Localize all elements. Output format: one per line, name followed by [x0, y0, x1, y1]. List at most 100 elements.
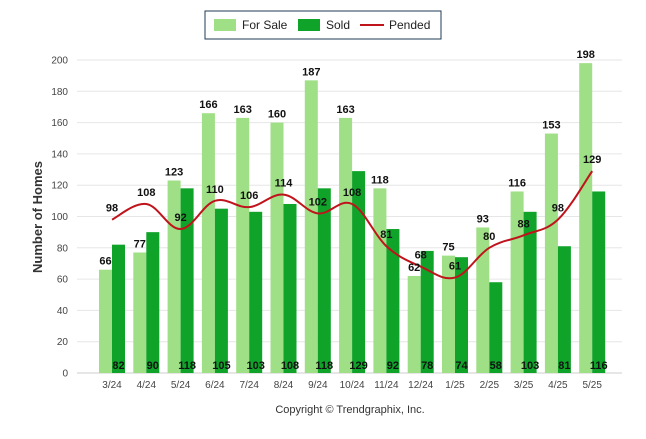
- for-sale-bar: [407, 275, 421, 373]
- x-tick-label: 2/25: [480, 380, 500, 391]
- legend-box: [204, 10, 442, 40]
- x-tick-label: 10/24: [340, 380, 365, 391]
- y-tick-label: 0: [62, 369, 68, 380]
- for-sale-value-label: 166: [199, 99, 217, 111]
- for-sale-value-label: 163: [234, 104, 252, 116]
- for-sale-value-label: 93: [477, 213, 489, 225]
- pended-value-label: 108: [137, 187, 155, 199]
- pended-value-label: 61: [449, 261, 461, 273]
- pended-value-label: 88: [517, 218, 529, 230]
- pended-value-label: 81: [380, 229, 392, 241]
- sold-bar: [146, 232, 160, 373]
- for-sale-bar: [544, 133, 558, 373]
- for-sale-bar: [579, 63, 593, 373]
- x-tick-label: 11/24: [374, 380, 399, 391]
- sold-bar: [352, 171, 366, 373]
- pended-value-label: 108: [343, 187, 361, 199]
- sold-value-label: 108: [281, 360, 299, 372]
- y-tick-label: 200: [51, 56, 68, 67]
- sold-value-label: 116: [590, 360, 608, 372]
- sold-value-label: 78: [421, 360, 433, 372]
- pended-value-label: 102: [309, 196, 327, 208]
- x-tick-label: 6/24: [205, 380, 225, 391]
- sold-bar: [489, 282, 503, 373]
- sold-value-label: 92: [387, 360, 399, 372]
- pended-line: [111, 170, 594, 280]
- y-tick-label: 160: [51, 118, 68, 129]
- legend-swatch-for-sale: [214, 19, 236, 31]
- for-sale-bar: [201, 113, 215, 374]
- pended-value-label: 98: [106, 203, 118, 215]
- sold-bar: [455, 257, 468, 373]
- pended-line-layer: [111, 170, 594, 280]
- sold-value-label: 81: [558, 360, 570, 372]
- y-tick-label: 40: [57, 306, 69, 317]
- sold-bar: [317, 188, 331, 373]
- y-axis-ticks: 0 20 40 60 80 100 120 140 160 180 200: [51, 56, 68, 380]
- y-tick-label: 180: [51, 87, 68, 98]
- pended-value-label: 114: [275, 178, 294, 190]
- legend-label-pended: Pended: [389, 18, 430, 32]
- sold-bar: [249, 211, 263, 373]
- x-tick-label: 7/24: [239, 380, 259, 391]
- for-sale-bar: [339, 117, 353, 373]
- sold-value-label: 118: [315, 360, 333, 372]
- data-labels: 66 82 77 90 123 118 166 105 163 103 160 108 187 118 16…: [99, 49, 607, 372]
- x-tick-label: 5/24: [171, 380, 191, 391]
- for-sale-bar: [236, 117, 250, 373]
- sold-bar: [214, 208, 228, 373]
- pended-value-label: 110: [206, 184, 224, 196]
- for-sale-value-label: 187: [302, 66, 320, 78]
- for-sale-bar: [304, 80, 318, 373]
- y-tick-label: 120: [51, 181, 68, 192]
- y-tick-label: 20: [57, 337, 69, 348]
- x-tick-label: 5/25: [582, 380, 602, 391]
- sold-value-label: 90: [147, 360, 159, 372]
- y-tick-label: 60: [57, 275, 69, 286]
- for-sale-bar: [133, 252, 147, 373]
- x-axis-ticks: 3/24 4/24 5/24 6/24 7/24 8/24 9/24 10/24 11/24 12…: [102, 380, 602, 391]
- sold-value-label: 118: [178, 360, 196, 372]
- sold-value-label: 74: [455, 360, 468, 372]
- sold-bar: [180, 188, 194, 373]
- for-sale-bar: [99, 269, 112, 373]
- sold-bar: [523, 211, 537, 373]
- sold-value-label: 129: [349, 360, 367, 372]
- y-axis-title: Number of Homes: [30, 161, 45, 273]
- x-tick-label: 3/25: [514, 380, 534, 391]
- pended-value-label: 98: [552, 203, 564, 215]
- for-sale-value-label: 75: [442, 242, 454, 254]
- for-sale-value-label: 62: [408, 262, 420, 274]
- sold-value-label: 58: [490, 360, 502, 372]
- sold-value-label: 105: [212, 360, 230, 372]
- pended-value-label: 92: [174, 212, 186, 224]
- legend-label-for-sale: For Sale: [242, 18, 288, 32]
- x-tick-label: 1/25: [445, 380, 465, 391]
- x-tick-label: 4/25: [548, 380, 568, 391]
- for-sale-value-label: 160: [268, 109, 286, 121]
- for-sale-bar: [476, 227, 490, 373]
- pended-value-label: 129: [583, 154, 601, 166]
- for-sale-value-label: 198: [577, 49, 595, 61]
- y-tick-label: 80: [57, 243, 69, 254]
- bars: [99, 63, 606, 374]
- sold-bar: [592, 191, 606, 373]
- for-sale-value-label: 118: [371, 174, 389, 186]
- for-sale-value-label: 123: [165, 167, 183, 179]
- legend: For Sale Sold Pended: [204, 10, 442, 40]
- for-sale-value-label: 116: [508, 177, 526, 189]
- x-tick-label: 12/24: [408, 380, 433, 391]
- for-sale-value-label: 77: [134, 238, 146, 250]
- sold-value-label: 103: [247, 360, 265, 372]
- y-tick-label: 100: [51, 212, 68, 223]
- legend-label-sold: Sold: [326, 18, 350, 32]
- x-tick-label: 9/24: [308, 380, 328, 391]
- for-sale-value-label: 153: [542, 120, 560, 132]
- legend-swatch-sold: [298, 19, 320, 31]
- for-sale-value-label: 66: [99, 256, 111, 268]
- sold-bar: [420, 250, 434, 373]
- for-sale-bar: [373, 188, 387, 373]
- sold-bar: [386, 229, 400, 373]
- for-sale-bar: [167, 180, 181, 373]
